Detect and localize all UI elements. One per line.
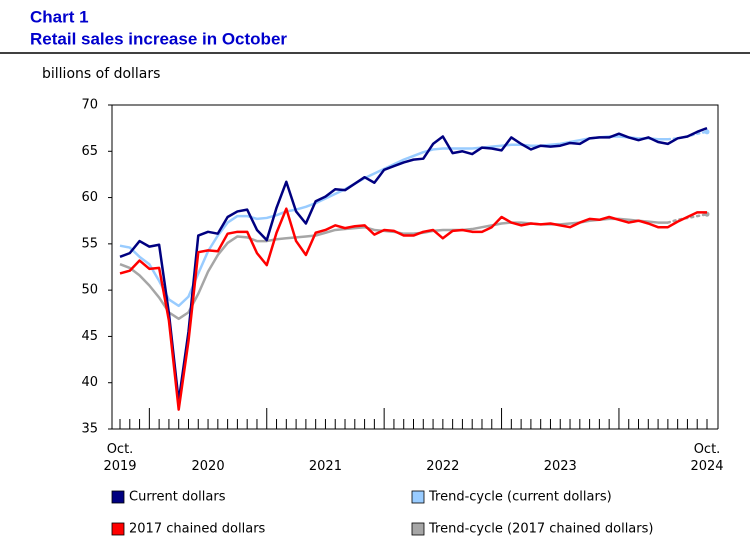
legend-swatch [111, 522, 125, 536]
x-tick-label: 2021 [308, 459, 342, 474]
chart-title: Retail sales increase in October [30, 29, 287, 48]
series-line [119, 207, 707, 411]
y-tick-label: 65 [81, 144, 98, 159]
y-tick-label: 40 [81, 375, 98, 390]
x-tick-label: Oct. 2024 [690, 442, 724, 474]
plot-frame [111, 104, 719, 429]
y-tick-label: 50 [81, 283, 98, 298]
legend-swatch [111, 490, 125, 504]
chart-label: Chart 1 [30, 7, 89, 26]
series-line [119, 126, 708, 403]
legend-swatch [411, 522, 425, 536]
y-tick-label: 70 [81, 98, 98, 113]
y-tick-label: 45 [81, 329, 98, 344]
series-end-point [704, 129, 710, 135]
legend-label: Trend-cycle (2017 chained dollars) [428, 522, 653, 537]
legend-swatch [411, 490, 425, 504]
y-tick-label: 55 [81, 236, 98, 251]
series-line [119, 135, 668, 308]
x-tick-label: Oct. 2019 [103, 442, 137, 474]
y-tick-label: 60 [81, 190, 98, 205]
x-tick-label: 2020 [191, 459, 225, 474]
legend-label: Current dollars [129, 490, 226, 505]
legend-label: Trend-cycle (current dollars) [428, 490, 612, 505]
legend-label: 2017 chained dollars [129, 522, 266, 537]
y-axis-label: billions of dollars [42, 66, 160, 82]
series-line-provisional [666, 212, 709, 224]
x-tick-label: 2022 [426, 459, 460, 474]
y-tick-label: 35 [81, 422, 98, 437]
x-tick-label: 2023 [543, 459, 577, 474]
